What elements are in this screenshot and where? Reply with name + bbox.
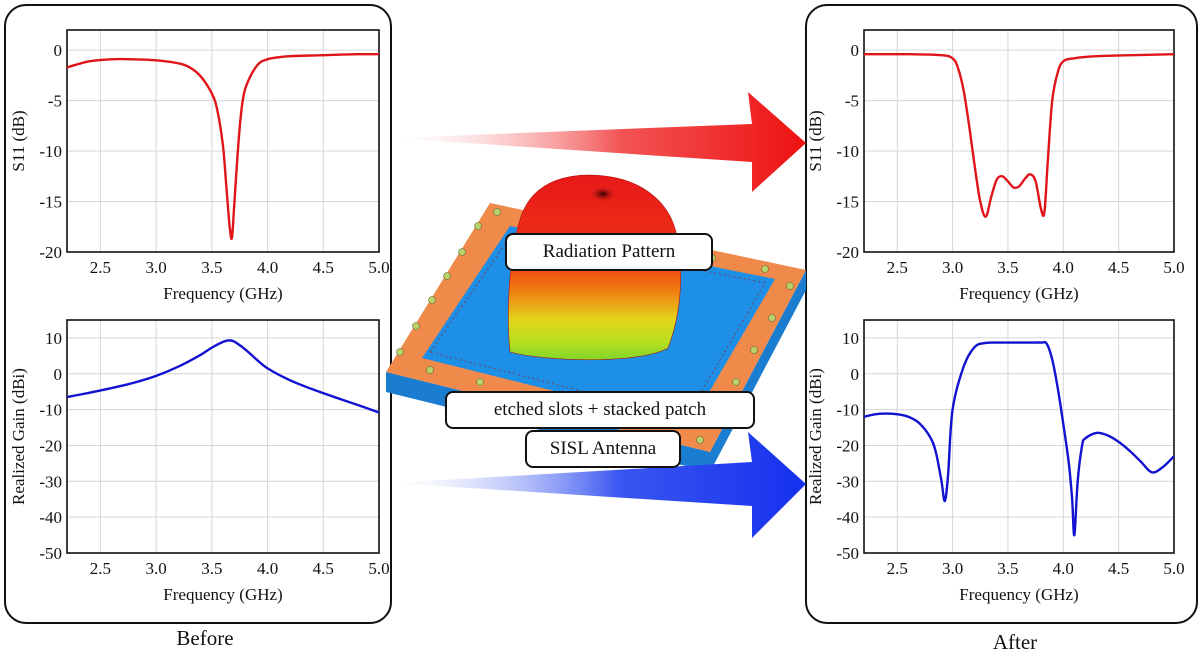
blue-arrow — [392, 432, 806, 538]
y-tick-label: -10 — [836, 401, 859, 420]
after-caption: After — [992, 630, 1038, 654]
x-tick-label: 5.0 — [1163, 559, 1184, 578]
x-tick-label: 3.5 — [997, 258, 1018, 277]
y-tick-label: 0 — [851, 365, 860, 384]
etched-slots-label: etched slots + stacked patch — [445, 391, 755, 429]
y-tick-label: 10 — [842, 329, 859, 348]
red-arrow — [392, 92, 806, 192]
y-tick-label: -10 — [39, 401, 62, 420]
x-tick-label: 5.0 — [368, 559, 389, 578]
x-tick-label: 3.5 — [997, 559, 1018, 578]
y-axis-label: Realized Gain (dBi) — [9, 368, 28, 505]
before-gain-chart: 2.5 3.0 3.5 4.0 4.5 5.0 10 0 -10 -20 -30 -40 -50 Freq… — [9, 319, 390, 604]
x-tick-label: 5.0 — [368, 258, 389, 277]
y-tick-label: -20 — [836, 243, 859, 262]
plot-frame — [66, 29, 380, 253]
x-tick-label: 4.5 — [1108, 258, 1129, 277]
y-tick-label: 10 — [45, 329, 62, 348]
x-axis-label: Frequency (GHz) — [163, 585, 282, 604]
x-axis-label: Frequency (GHz) — [959, 284, 1078, 303]
y-tick-label: -10 — [39, 142, 62, 161]
y-tick-label: -15 — [836, 193, 859, 212]
x-tick-label: 3.5 — [201, 559, 222, 578]
x-tick-label: 4.0 — [1053, 258, 1074, 277]
x-tick-label: 3.5 — [201, 258, 222, 277]
y-tick-label: -30 — [39, 472, 62, 491]
x-tick-label: 4.5 — [313, 559, 334, 578]
y-tick-label: -5 — [48, 92, 62, 111]
before-s11-series-line — [66, 52, 380, 240]
y-axis-label: S11 (dB) — [9, 110, 28, 171]
radiation-pattern-label: Radiation Pattern — [505, 233, 713, 271]
before-caption: Before — [176, 626, 234, 650]
y-tick-label: -20 — [39, 243, 62, 262]
x-tick-label: 4.0 — [257, 559, 278, 578]
before-s11-chart: 2.5 3.0 3.5 4.0 4.5 5.0 0 -5 -10 -15 -20 Frequency … — [9, 29, 390, 303]
x-tick-label: 4.0 — [257, 258, 278, 277]
after-gain-series-line — [863, 340, 1175, 537]
y-tick-label: 0 — [54, 41, 63, 60]
y-tick-label: 0 — [851, 41, 860, 60]
y-tick-label: -5 — [845, 92, 859, 111]
plot-frame — [863, 319, 1175, 554]
x-tick-label: 2.5 — [90, 559, 111, 578]
y-axis-label: S11 (dB) — [806, 110, 825, 171]
x-tick-label: 4.5 — [1108, 559, 1129, 578]
plot-frame — [863, 29, 1175, 253]
x-axis-label: Frequency (GHz) — [163, 284, 282, 303]
after-gain-chart: 2.5 3.0 3.5 4.0 4.5 5.0 10 0 -10 -20 -30 -40 -50 Freq… — [806, 319, 1185, 604]
x-tick-label: 4.0 — [1053, 559, 1074, 578]
x-tick-label: 3.0 — [146, 559, 167, 578]
plot-frame — [66, 319, 380, 554]
y-tick-label: -40 — [39, 508, 62, 527]
y-tick-label: -50 — [39, 544, 62, 563]
after-panel — [805, 4, 1198, 624]
y-tick-label: -10 — [836, 142, 859, 161]
x-tick-label: 5.0 — [1163, 258, 1184, 277]
y-tick-label: 0 — [54, 365, 63, 384]
before-panel — [4, 4, 392, 624]
y-tick-label: -20 — [836, 436, 859, 455]
x-tick-label: 2.5 — [887, 559, 908, 578]
x-tick-label: 3.0 — [942, 258, 963, 277]
before-gain-series-line — [66, 339, 380, 414]
y-axis-label: Realized Gain (dBi) — [806, 368, 825, 505]
y-tick-label: -50 — [836, 544, 859, 563]
x-tick-label: 3.0 — [942, 559, 963, 578]
x-tick-label: 4.5 — [313, 258, 334, 277]
y-tick-label: -20 — [39, 436, 62, 455]
x-tick-label: 2.5 — [887, 258, 908, 277]
x-axis-label: Frequency (GHz) — [959, 585, 1078, 604]
y-tick-label: -15 — [39, 193, 62, 212]
x-tick-label: 3.0 — [146, 258, 167, 277]
after-s11-chart: 2.5 3.0 3.5 4.0 4.5 5.0 0 -5 -10 -15 -20 Frequency … — [806, 29, 1185, 303]
y-tick-label: -30 — [836, 472, 859, 491]
y-tick-label: -40 — [836, 508, 859, 527]
x-tick-label: 2.5 — [90, 258, 111, 277]
sisl-antenna-label: SISL Antenna — [525, 430, 681, 468]
after-s11-series-line — [863, 52, 1175, 218]
